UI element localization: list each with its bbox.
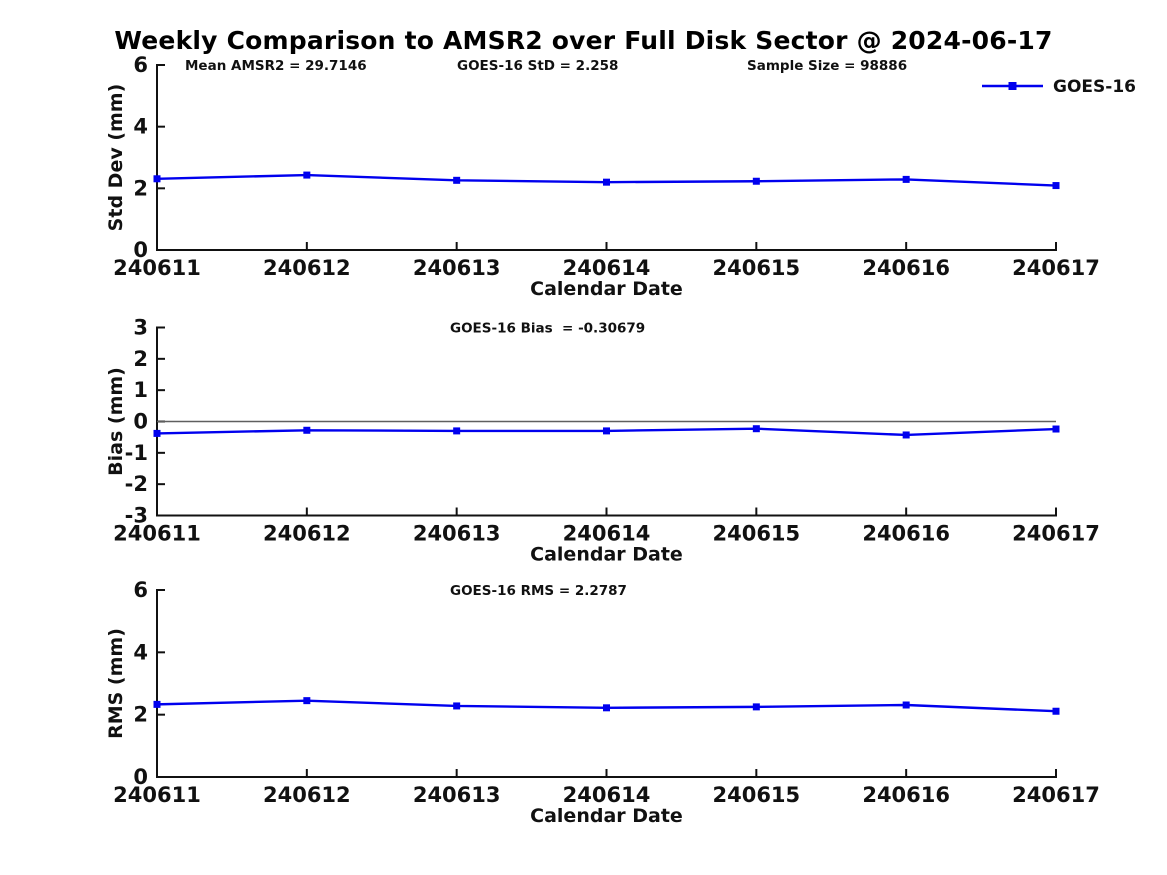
y-tick-label: 6: [133, 578, 148, 602]
data-point-marker: [453, 702, 461, 710]
x-axis-title: Calendar Date: [530, 278, 683, 300]
y-tick-label: 4: [133, 640, 148, 664]
chart-rms: 0 2 4 6 240611 240612 240613 240614 240615 240616…: [105, 578, 1100, 827]
y-tick-label: 0: [133, 410, 148, 434]
data-point-marker: [752, 703, 760, 711]
x-tick-label: 240612: [263, 256, 351, 280]
data-point-marker: [603, 704, 610, 712]
legend-marker: [1008, 82, 1017, 90]
y-tick-label: 4: [133, 115, 148, 139]
y-tick-label: 0: [133, 765, 148, 789]
data-point-marker: [1052, 425, 1060, 433]
x-tick-label: 240617: [1012, 783, 1100, 807]
y-tick-label: -1: [125, 441, 148, 465]
x-tick-label: 240611: [113, 256, 201, 280]
x-tick-label: 240616: [862, 522, 950, 546]
x-axis-title: Calendar Date: [530, 805, 683, 827]
x-tick-label: 240613: [413, 783, 501, 807]
x-tick-label: 240613: [413, 522, 501, 546]
annotation: Sample Size = 98886: [747, 58, 907, 74]
data-point-marker: [1052, 182, 1060, 190]
x-tick-label: 240616: [862, 256, 950, 280]
data-point-marker: [453, 176, 461, 184]
data-point-marker: [902, 431, 910, 439]
x-tick-label: 240613: [413, 256, 501, 280]
data-point-marker: [902, 175, 910, 183]
data-point-marker: [453, 427, 461, 435]
data-point-marker: [303, 171, 311, 179]
data-point-marker: [303, 697, 311, 705]
annotation: Mean AMSR2 = 29.7146: [185, 58, 367, 74]
y-axis-title: Std Dev (mm): [105, 84, 127, 232]
y-axis-title: RMS (mm): [105, 628, 127, 739]
y-tick-label: 3: [133, 316, 148, 340]
y-tick-label: 2: [133, 347, 148, 371]
y-axis-title: Bias (mm): [105, 367, 127, 476]
y-tick-label: 0: [133, 238, 148, 262]
annotation: GOES-16 Bias = -0.30679: [450, 321, 645, 337]
data-point-marker: [603, 427, 610, 435]
x-tick-label: 240612: [263, 522, 351, 546]
data-point-marker: [603, 178, 610, 186]
legend-label: GOES-16: [1053, 77, 1136, 97]
data-point-marker: [153, 175, 161, 183]
x-tick-label: 240617: [1012, 522, 1100, 546]
data-point-marker: [303, 426, 311, 434]
x-tick-label: 240614: [563, 522, 651, 546]
x-tick-label: 240611: [113, 783, 201, 807]
x-tick-label: 240611: [113, 522, 201, 546]
chart-std-dev: 0 2 4 6 240611 240612 240613 240614 240615 240616…: [105, 53, 1136, 300]
y-tick-label: 6: [133, 53, 148, 77]
data-point-marker: [752, 177, 760, 185]
annotation: GOES-16 RMS = 2.2787: [450, 583, 627, 599]
x-axis-title: Calendar Date: [530, 544, 683, 566]
chart-title: Weekly Comparison to AMSR2 over Full Dis…: [114, 26, 1053, 55]
y-tick-label: 1: [133, 378, 148, 402]
chart-bias: -3 -2 -1 0 1 2 3 240611 240612 240613 240614 240615…: [105, 316, 1100, 566]
x-tick-label: 240615: [712, 256, 800, 280]
data-point-marker: [153, 700, 161, 708]
data-point-marker: [1052, 707, 1060, 715]
x-tick-label: 240614: [563, 256, 651, 280]
x-tick-label: 240616: [862, 783, 950, 807]
x-tick-label: 240617: [1012, 256, 1100, 280]
data-point-marker: [153, 429, 161, 437]
y-tick-label: 2: [133, 703, 148, 727]
y-tick-label: 2: [133, 176, 148, 200]
y-tick-label: -2: [125, 472, 148, 496]
y-tick-label: -3: [125, 504, 148, 528]
x-tick-label: 240615: [712, 783, 800, 807]
legend: GOES-16: [982, 77, 1136, 97]
annotation: GOES-16 StD = 2.258: [457, 58, 618, 74]
x-tick-label: 240614: [563, 783, 651, 807]
x-tick-label: 240612: [263, 783, 351, 807]
x-tick-label: 240615: [712, 522, 800, 546]
data-point-marker: [902, 701, 910, 709]
data-point-marker: [752, 425, 760, 433]
